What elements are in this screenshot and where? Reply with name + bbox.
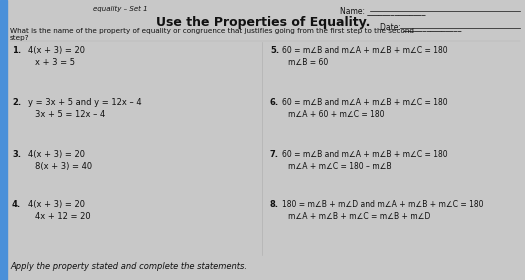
Text: 4(x + 3) = 20: 4(x + 3) = 20	[28, 46, 85, 55]
Text: 60 = m∠B and m∠A + m∠B + m∠C = 180: 60 = m∠B and m∠A + m∠B + m∠C = 180	[282, 46, 448, 55]
Text: m∠A + m∠B + m∠C = m∠B + m∠D: m∠A + m∠B + m∠C = m∠B + m∠D	[288, 212, 430, 221]
Text: 1.: 1.	[12, 46, 21, 55]
Text: 4.: 4.	[12, 200, 21, 209]
Text: m∠A + m∠C = 180 – m∠B: m∠A + m∠C = 180 – m∠B	[288, 162, 392, 171]
Text: 60 = m∠B and m∠A + m∠B + m∠C = 180: 60 = m∠B and m∠A + m∠B + m∠C = 180	[282, 98, 448, 107]
Text: 3.: 3.	[12, 150, 21, 159]
Bar	[0, 0, 7, 280]
Text: equality – Set 1: equality – Set 1	[93, 6, 148, 12]
Text: m∠B = 60: m∠B = 60	[288, 58, 328, 67]
Text: step?: step?	[10, 35, 29, 41]
Text: What is the name of the property of equality or congruence that justifies going : What is the name of the property of equa…	[10, 28, 414, 34]
Text: Use the Properties of Equality.: Use the Properties of Equality.	[156, 16, 370, 29]
Text: 2.: 2.	[12, 98, 21, 107]
Text: 8(x + 3) = 40: 8(x + 3) = 40	[35, 162, 92, 171]
Text: 6.: 6.	[270, 98, 279, 107]
Text: x + 3 = 5: x + 3 = 5	[35, 58, 75, 67]
Text: 180 = m∠B + m∠D and m∠A + m∠B + m∠C = 180: 180 = m∠B + m∠D and m∠A + m∠B + m∠C = 18…	[282, 200, 484, 209]
Text: m∠A + 60 + m∠C = 180: m∠A + 60 + m∠C = 180	[288, 110, 384, 119]
Text: 60 = m∠B and m∠A + m∠B + m∠C = 180: 60 = m∠B and m∠A + m∠B + m∠C = 180	[282, 150, 448, 159]
Text: 4x + 12 = 20: 4x + 12 = 20	[35, 212, 91, 221]
Text: y = 3x + 5 and y = 12x – 4: y = 3x + 5 and y = 12x – 4	[28, 98, 142, 107]
Text: 5.: 5.	[270, 46, 279, 55]
Text: 7.: 7.	[270, 150, 279, 159]
Text: 4(x + 3) = 20: 4(x + 3) = 20	[28, 200, 85, 209]
Text: 8.: 8.	[270, 200, 279, 209]
Text: Date: _______________: Date: _______________	[380, 22, 461, 31]
Text: 4(x + 3) = 20: 4(x + 3) = 20	[28, 150, 85, 159]
Text: Name: _______________: Name: _______________	[340, 6, 425, 15]
Text: 3x + 5 = 12x – 4: 3x + 5 = 12x – 4	[35, 110, 105, 119]
Text: Apply the property stated and complete the statements.: Apply the property stated and complete t…	[10, 262, 247, 271]
